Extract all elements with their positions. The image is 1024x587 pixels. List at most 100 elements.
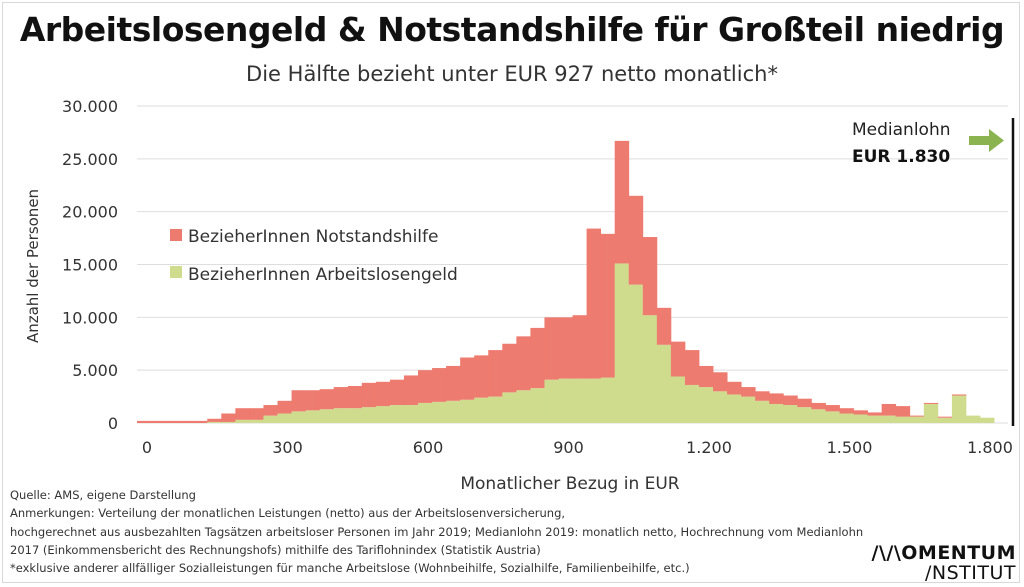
bar-notstandshilfe [628,195,644,285]
bar-arbeitslosengeld [488,396,503,423]
bar-arbeitslosengeld [825,411,840,423]
bar-notstandshilfe [755,391,770,401]
bar-arbeitslosengeld [783,405,798,423]
remarks-line-3: 2017 (Einkommensbericht des Rechnungshof… [10,542,541,557]
bar-arbeitslosengeld [937,417,953,423]
bar-arbeitslosengeld [642,315,658,423]
bar-arbeitslosengeld [389,405,405,423]
bar-arbeitslosengeld [811,409,826,423]
bar-notstandshilfe [361,382,377,408]
bar-arbeitslosengeld [867,415,883,423]
y-tick-label: 15.000 [62,256,118,275]
x-axis-ticks: 0 300 600 900 1.200 1.500 1.800 [142,438,1013,457]
bar-notstandshilfe [895,406,911,417]
bar-notstandshilfe [418,370,433,403]
bar-notstandshilfe [375,381,391,407]
arrow-right-icon [969,129,1004,152]
bar-notstandshilfe [221,413,236,422]
bar-arbeitslosengeld [446,400,461,423]
bar-arbeitslosengeld [670,376,686,423]
x-tick-label: 1.200 [686,438,732,457]
bar-arbeitslosengeld [923,403,939,423]
bar-notstandshilfe [249,408,264,420]
y-tick-label: 30.000 [62,97,118,116]
bar-notstandshilfe [179,420,194,423]
bar-notstandshilfe [699,365,714,388]
bar-notstandshilfe [727,381,742,395]
median-annotation: Medianlohn EUR 1.830 [852,118,1015,426]
bar-arbeitslosengeld [713,391,728,423]
bar-notstandshilfe [277,400,292,414]
bar-notstandshilfe [923,402,939,404]
legend-label-notstandshilfe: BezieherInnen Notstandshilfe [188,227,438,247]
median-label: Medianlohn [852,120,951,140]
bar-arbeitslosengeld [361,407,377,423]
momentum-institut-logo: /\/\OMENTUM /NSTITUT [872,543,1017,583]
footnotes: Quelle: AMS, eigene Darstellung Anmerkun… [10,486,870,577]
bar-arbeitslosengeld [797,407,812,423]
bar-arbeitslosengeld [516,390,531,423]
bar-notstandshilfe [291,390,306,412]
bar-notstandshilfe [825,405,840,412]
bar-notstandshilfe [684,350,700,385]
legend: BezieherInnen Notstandshilfe BezieherInn… [170,227,458,285]
bar-arbeitslosengeld [699,387,714,423]
bar-notstandshilfe [544,317,559,380]
bar-arbeitslosengeld [628,284,644,423]
bar-notstandshilfe [713,372,728,392]
legend-swatch-arbeitslosengeld [170,266,182,278]
x-axis-title: Monatlicher Bezug in EUR [460,474,679,494]
bar-arbeitslosengeld [558,378,573,423]
bar-notstandshilfe [909,415,925,417]
remarks-line-2: hochgerechnet aus ausbezahlten Tagsätzen… [10,524,864,539]
bar-arbeitslosengeld [277,413,292,423]
bar-notstandshilfe [839,408,854,414]
bar-notstandshilfe [502,343,517,393]
bar-notstandshilfe [881,403,897,416]
chart-subtitle: Die Hälfte bezieht unter EUR 927 netto m… [246,62,778,86]
bar-arbeitslosengeld [600,377,616,423]
bar-arbeitslosengeld [221,421,236,423]
logo-line-1: /\/\OMENTUM [871,542,1016,564]
bar-arbeitslosengeld [965,415,981,423]
bar-notstandshilfe [165,420,180,423]
bar-arbeitslosengeld [951,395,967,423]
bar-arbeitslosengeld [235,419,250,423]
bar-notstandshilfe [769,393,784,404]
bar-arbeitslosengeld [474,397,489,423]
bar-arbeitslosengeld [755,400,770,423]
y-tick-label: 10.000 [62,308,118,327]
bar-notstandshilfe [783,395,798,406]
bar-arbeitslosengeld [980,417,995,423]
source-note: Quelle: AMS, eigene Darstellung [10,488,196,502]
bar-arbeitslosengeld [572,378,587,423]
bar-arbeitslosengeld [403,405,419,423]
bar-arbeitslosengeld [502,392,517,423]
chart-title: Arbeitslosengeld & Notstandshilfe für Gr… [19,10,1005,49]
logo-line-2: /NSTITUT [924,562,1016,584]
bar-notstandshilfe [263,405,278,416]
bar-notstandshilfe [207,418,222,422]
bar-notstandshilfe [488,350,503,397]
bar-arbeitslosengeld [614,263,630,423]
bar-notstandshilfe [474,355,489,398]
bar-notstandshilfe [446,365,461,401]
bar-arbeitslosengeld [460,399,475,423]
bar-notstandshilfe [797,398,812,408]
bar-arbeitslosengeld [586,378,602,423]
x-tick-label: 900 [553,438,584,457]
bar-arbeitslosengeld [853,414,868,423]
bar-arbeitslosengeld [375,406,391,423]
bar-arbeitslosengeld [432,401,447,423]
bar-notstandshilfe [432,368,447,402]
y-axis-ticks: 0 5.000 10.000 15.000 20.000 25.000 30.000 [62,97,118,433]
bar-notstandshilfe [937,416,953,418]
x-tick-label: 600 [413,438,444,457]
y-tick-label: 5.000 [72,361,118,380]
y-axis-title: Anzahl der Personen [24,189,42,343]
bar-notstandshilfe [333,387,349,409]
bar-notstandshilfe [460,357,475,400]
bar-arbeitslosengeld [656,344,672,423]
y-tick-label: 20.000 [62,203,118,222]
